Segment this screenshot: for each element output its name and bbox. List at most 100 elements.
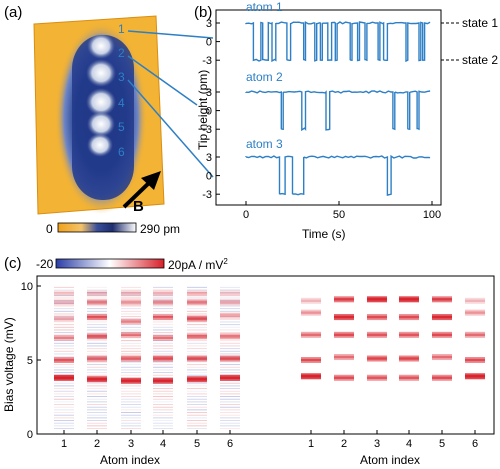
heatmap-band-core [220,357,240,360]
heatmap-band [121,318,141,325]
heatmap-noise-line [220,308,240,310]
heatmap-noise-line [121,300,141,302]
heatmap-band [153,299,173,306]
heatmap-noise-line [121,313,141,315]
heatmap-band-core [87,335,107,338]
heatmap-noise-line [220,324,240,326]
heatmap-noise-line [54,406,74,408]
heatmap-column-left-3 [121,286,141,429]
heatmap-noise-line [187,382,207,384]
heatmap-noise-line [121,417,141,419]
heatmap-band-core [187,357,207,360]
heatmap-noise-line [187,385,207,387]
heatmap-noise-line [187,329,207,331]
heatmap-noise-line [54,324,74,326]
heatmap-noise-line [87,388,107,390]
heatmap-noise-line [87,369,107,371]
heatmap-noise-line [220,353,240,355]
heatmap-xtick-label: 6 [227,438,233,450]
heatmap-noise-line [220,398,240,400]
heatmap-noise-line [87,382,107,384]
heatmap-noise-line [187,353,207,355]
heatmap-noise-line [220,334,240,336]
heatmap-noise-line [187,398,207,400]
heatmap-noise-line [153,286,173,288]
heatmap-band-core [432,298,452,301]
heatmap-band-core [399,315,419,319]
heatmap-noise-line [220,372,240,374]
heatmap-noise-line [220,340,240,342]
heatmap-noise-line [121,305,141,307]
heatmap-noise-line [220,406,240,408]
didv-colorbar-min: -20 [36,257,54,271]
heatmap-band [54,315,74,322]
heatmap-noise-line [87,313,107,315]
heatmap-noise-line [87,393,107,395]
heatmap-noise-line [187,313,207,315]
heatmap-noise-line [54,313,74,315]
heatmap-noise-line [121,401,141,403]
heatmap-noise-line [121,420,141,421]
heatmap-noise-line [87,390,107,392]
heatmap-xtick-label: 3 [128,438,134,450]
heatmap-noise-line [187,372,207,374]
heatmap-noise-line [87,409,107,411]
heatmap-noise-line [220,342,240,344]
heatmap-band-core [153,292,173,295]
heatmap-band-core [220,376,240,379]
heatmap-noise-line [153,393,173,395]
topo-colorbar-max: 290 pm [140,222,181,236]
heatmap-band-core [465,299,485,302]
heatmap-noise-line [153,364,173,366]
heatmap-noise-line [187,374,207,376]
heatmap-noise-line [187,401,207,403]
didv-colorbar-max: 20pA / mV2 [168,257,228,272]
heatmap-noise-line [87,412,107,413]
heatmap-noise-line [54,308,74,310]
trace-ytick-label: 3 [206,152,212,164]
heatmap-band [121,290,141,297]
heatmap-noise-line [121,340,141,342]
heatmap-band-core [334,333,354,337]
heatmap-band-core [220,292,240,295]
heatmap-noise-line [54,348,74,350]
heatmap-band-core [399,333,419,337]
heatmap-noise-line [220,364,240,366]
heatmap-noise-line [187,310,207,312]
heatmap-band-core [54,358,74,362]
heatmap-band-core [301,333,321,337]
heatmap-noise-line [187,324,207,326]
heatmap-column-right-2 [334,296,354,381]
heatmap-xtick-label: 6 [472,438,478,450]
heatmap-band [301,331,321,338]
heatmap-band-core [399,298,419,301]
heatmap-noise-line [54,428,74,429]
stm-image [33,15,214,215]
field-arrow-shaft [122,178,154,209]
heatmap-noise-line [220,300,240,302]
connector-atom2 [127,55,198,106]
heatmap-noise-line [54,361,74,363]
heatmap-noise-line [121,321,141,323]
heatmap-noise-line [187,292,207,294]
heatmap-noise-line [153,329,173,331]
heatmap-band-core [187,292,207,295]
heatmap-noise-line [220,401,240,403]
heatmap-noise-line [187,294,207,296]
heatmap-column-right-4 [399,296,419,381]
panel-a-label: (a) [4,4,23,21]
heatmap-noise-line [121,356,141,358]
heatmap-column-right-6 [465,297,485,380]
heatmap-band-core [121,301,141,304]
stm-atom-blobs [86,33,116,157]
heatmap-noise-line [220,329,240,331]
heatmap-band [187,299,207,306]
heatmap-noise-line [87,401,107,403]
heatmap-noise-line [87,345,107,347]
heatmap-noise-line [220,292,240,294]
heatmap-noise-line [121,350,141,352]
heatmap-noise-line [54,369,74,371]
trace-xtick-label: 100 [423,209,441,221]
heatmap-band [121,331,141,338]
heatmap-noise-line [87,300,107,302]
